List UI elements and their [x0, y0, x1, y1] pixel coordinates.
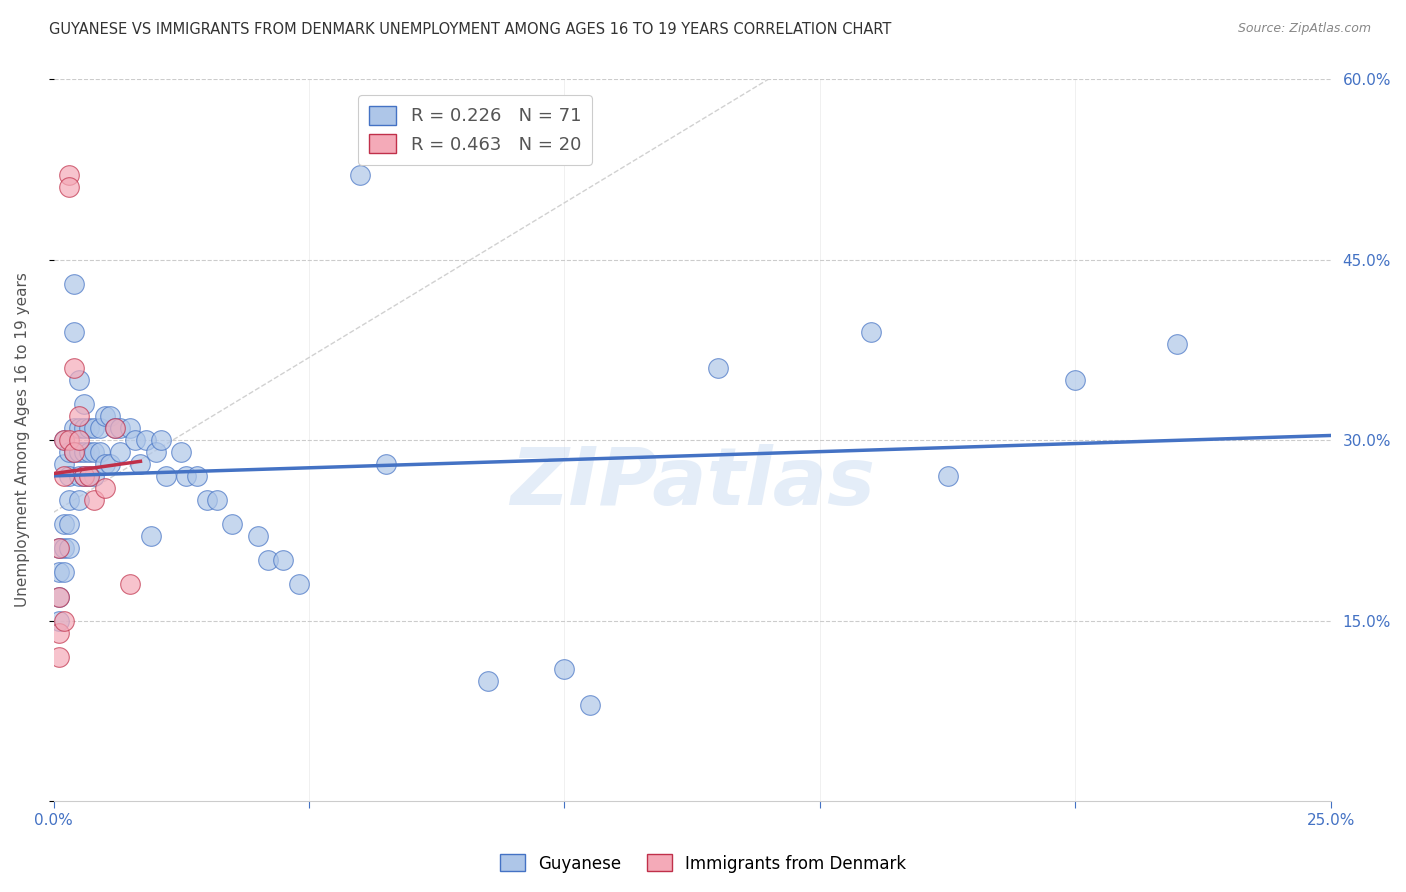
Point	[58, 493, 80, 508]
Point	[246, 529, 269, 543]
Point	[79, 445, 101, 459]
Text: GUYANESE VS IMMIGRANTS FROM DENMARK UNEMPLOYMENT AMONG AGES 16 TO 19 YEARS CORRE: GUYANESE VS IMMIGRANTS FROM DENMARK UNEM…	[49, 22, 891, 37]
Point	[374, 457, 396, 471]
Point	[93, 457, 115, 471]
Point	[52, 517, 75, 532]
Point	[104, 421, 127, 435]
Point	[58, 168, 80, 182]
Point	[89, 421, 111, 435]
Point	[63, 277, 86, 291]
Point	[553, 662, 575, 676]
Point	[63, 325, 86, 339]
Point	[63, 445, 86, 459]
Point	[79, 469, 101, 483]
Point	[221, 517, 243, 532]
Point	[273, 553, 295, 567]
Point	[104, 421, 127, 435]
Point	[98, 457, 121, 471]
Point	[149, 433, 172, 447]
Point	[129, 457, 152, 471]
Point	[170, 445, 193, 459]
Point	[186, 469, 208, 483]
Point	[120, 421, 142, 435]
Point	[58, 517, 80, 532]
Point	[67, 433, 90, 447]
Point	[120, 577, 142, 591]
Point	[67, 445, 90, 459]
Point	[108, 421, 131, 435]
Point	[58, 445, 80, 459]
Point	[52, 433, 75, 447]
Point	[139, 529, 162, 543]
Point	[83, 421, 105, 435]
Point	[48, 614, 70, 628]
Point	[48, 566, 70, 580]
Point	[936, 469, 959, 483]
Point	[67, 409, 90, 423]
Point	[477, 673, 499, 688]
Point	[48, 625, 70, 640]
Point	[176, 469, 198, 483]
Point	[195, 493, 218, 508]
Point	[67, 469, 90, 483]
Point	[73, 469, 96, 483]
Point	[48, 590, 70, 604]
Point	[1064, 373, 1087, 387]
Point	[349, 168, 371, 182]
Point	[67, 493, 90, 508]
Point	[859, 325, 882, 339]
Point	[63, 445, 86, 459]
Point	[1166, 336, 1188, 351]
Point	[135, 433, 157, 447]
Point	[89, 445, 111, 459]
Legend: Guyanese, Immigrants from Denmark: Guyanese, Immigrants from Denmark	[494, 847, 912, 880]
Point	[63, 421, 86, 435]
Point	[52, 469, 75, 483]
Point	[73, 469, 96, 483]
Point	[124, 433, 146, 447]
Y-axis label: Unemployment Among Ages 16 to 19 years: Unemployment Among Ages 16 to 19 years	[15, 273, 30, 607]
Text: ZIPatlas: ZIPatlas	[509, 444, 875, 523]
Point	[73, 397, 96, 411]
Point	[52, 566, 75, 580]
Point	[58, 469, 80, 483]
Point	[288, 577, 311, 591]
Point	[67, 421, 90, 435]
Point	[706, 360, 728, 375]
Point	[98, 409, 121, 423]
Point	[257, 553, 280, 567]
Point	[52, 433, 75, 447]
Point	[73, 421, 96, 435]
Point	[79, 469, 101, 483]
Point	[52, 541, 75, 556]
Point	[83, 469, 105, 483]
Point	[155, 469, 177, 483]
Point	[93, 409, 115, 423]
Point	[63, 360, 86, 375]
Point	[67, 373, 90, 387]
Point	[48, 649, 70, 664]
Legend: R = 0.226   N = 71, R = 0.463   N = 20: R = 0.226 N = 71, R = 0.463 N = 20	[359, 95, 592, 165]
Point	[579, 698, 602, 712]
Point	[52, 614, 75, 628]
Point	[48, 541, 70, 556]
Point	[108, 445, 131, 459]
Point	[48, 541, 70, 556]
Point	[145, 445, 167, 459]
Point	[83, 493, 105, 508]
Point	[73, 445, 96, 459]
Text: Source: ZipAtlas.com: Source: ZipAtlas.com	[1237, 22, 1371, 36]
Point	[79, 421, 101, 435]
Point	[58, 433, 80, 447]
Point	[58, 180, 80, 194]
Point	[205, 493, 228, 508]
Point	[83, 445, 105, 459]
Point	[58, 541, 80, 556]
Point	[52, 457, 75, 471]
Point	[48, 590, 70, 604]
Point	[93, 481, 115, 495]
